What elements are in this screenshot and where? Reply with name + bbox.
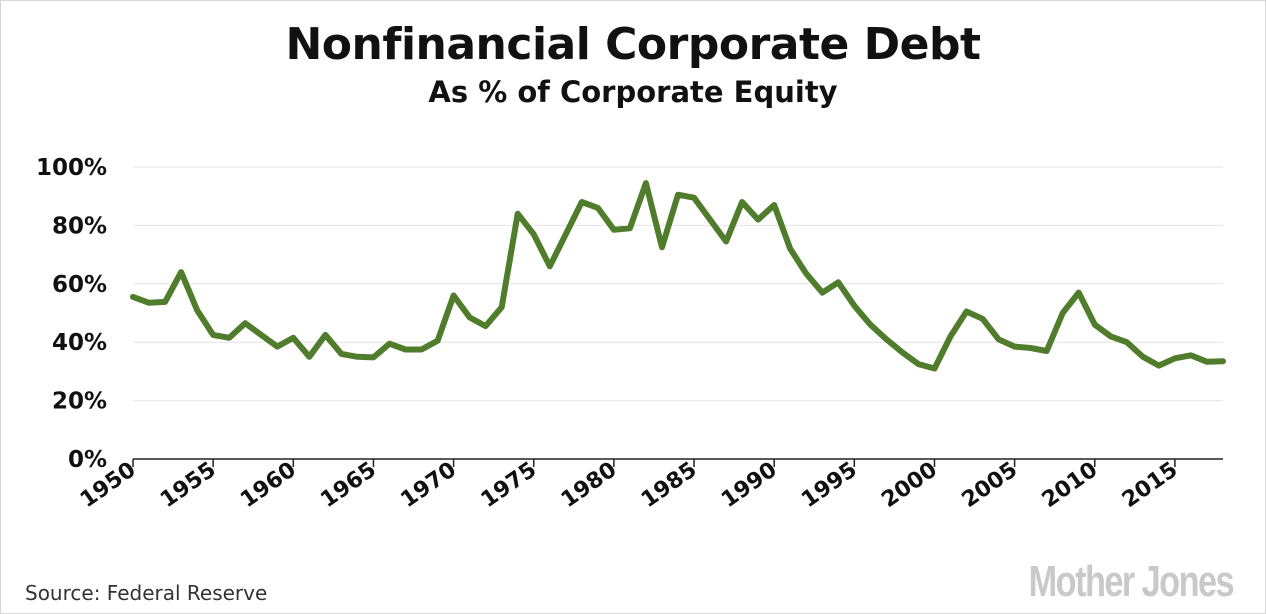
- x-tick-label-1995: 1995: [797, 457, 861, 513]
- y-tick-label-0: 0%: [68, 447, 107, 473]
- series-line-0: [130, 180, 1226, 372]
- y-tick-label-40: 40%: [52, 330, 107, 356]
- y-tick-label-100: 100%: [36, 155, 107, 181]
- series-layer: [130, 180, 1226, 372]
- y-tick-label-20: 20%: [52, 389, 107, 415]
- x-tick-label-2015: 2015: [1118, 457, 1182, 513]
- x-tick-label-1970: 1970: [397, 457, 461, 513]
- chart-subtitle: As % of Corporate Equity: [428, 75, 838, 109]
- gridlines: [133, 166, 1223, 402]
- y-tick-label-60: 60%: [52, 272, 107, 298]
- x-tick-label-2005: 2005: [958, 457, 1022, 513]
- x-tick-label-2010: 2010: [1038, 457, 1102, 513]
- chart-title: Nonfinancial Corporate Debt: [285, 19, 981, 70]
- mother-jones-logo: Mother Jones: [1028, 557, 1235, 606]
- y-tick-label-80: 80%: [52, 213, 107, 239]
- y-axis: 0% 20% 40% 60% 80% 100%: [36, 155, 107, 473]
- x-tick-label-1955: 1955: [156, 457, 220, 513]
- x-tick-label-1985: 1985: [637, 457, 701, 513]
- x-tick-label-1980: 1980: [557, 457, 621, 513]
- x-tick-label-1975: 1975: [477, 457, 541, 513]
- x-axis: 1950 1955 1960 1965 1970 1975 1980 1985 1990 1995…: [76, 457, 1223, 513]
- line-chart: 0%20%40%60%80%100% 1950 1955 1960 1965 1970 1…: [36, 155, 1226, 513]
- x-tick-label-2000: 2000: [877, 457, 941, 513]
- source-note: Source: Federal Reserve: [25, 581, 268, 605]
- x-tick-label-1990: 1990: [717, 457, 781, 513]
- x-tick-label-1965: 1965: [316, 457, 380, 513]
- x-tick-label-1960: 1960: [236, 457, 300, 513]
